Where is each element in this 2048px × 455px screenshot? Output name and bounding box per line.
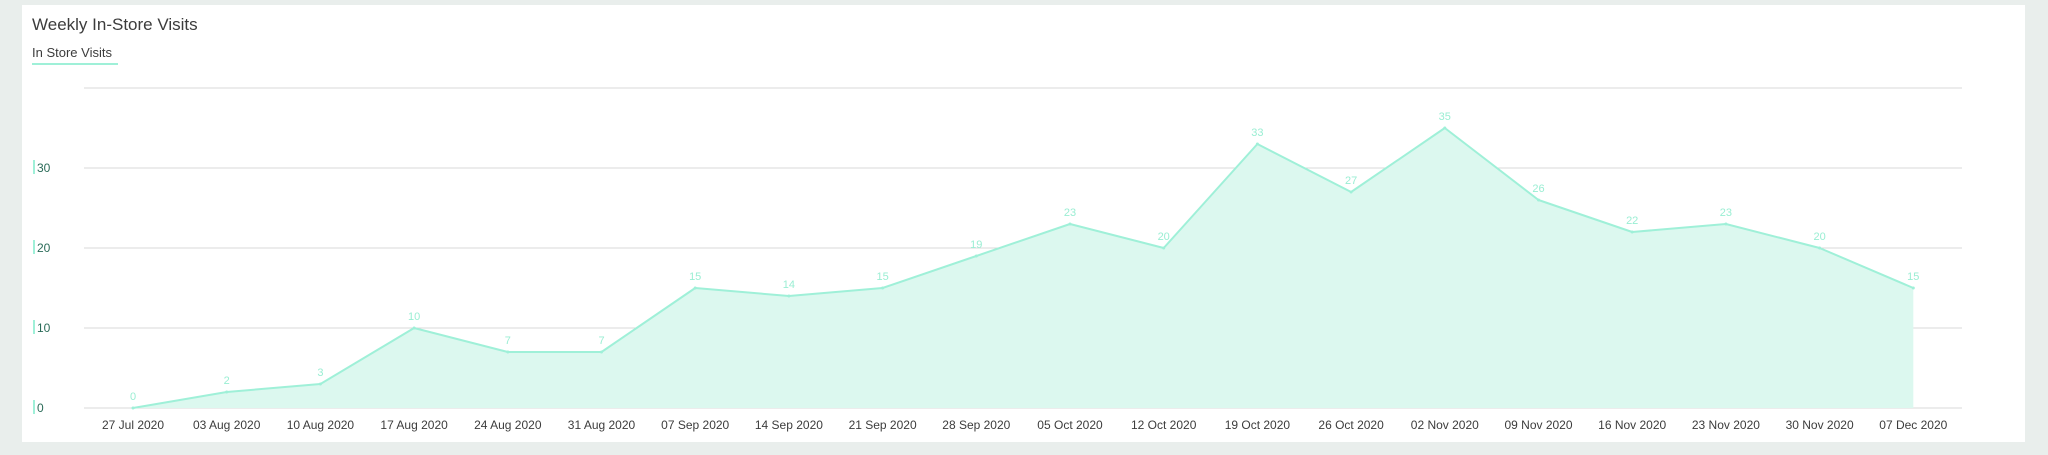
x-tick-label: 07 Dec 2020 bbox=[1879, 418, 1947, 432]
y-tick-marker bbox=[33, 240, 35, 254]
x-tick-label: 02 Nov 2020 bbox=[1411, 418, 1479, 432]
data-point bbox=[225, 390, 229, 394]
data-point bbox=[881, 286, 885, 290]
x-tick-label: 14 Sep 2020 bbox=[755, 418, 823, 432]
data-point bbox=[787, 294, 791, 298]
data-point bbox=[1162, 246, 1166, 250]
data-point bbox=[1724, 222, 1728, 226]
data-label: 27 bbox=[1345, 175, 1357, 187]
y-tick-marker bbox=[33, 400, 35, 414]
data-point bbox=[1255, 142, 1259, 146]
x-axis: 27 Jul 2020 03 Aug 2020 10 Aug 2020 17 Aug … bbox=[102, 418, 1948, 432]
data-label: 23 bbox=[1720, 207, 1732, 219]
data-label: 20 bbox=[1158, 231, 1170, 243]
area-fill bbox=[133, 128, 1914, 408]
data-point bbox=[1443, 126, 1447, 130]
data-label: 19 bbox=[970, 239, 982, 251]
data-point bbox=[412, 326, 416, 330]
chart-title: Weekly In-Store Visits bbox=[32, 15, 198, 34]
data-label: 23 bbox=[1064, 207, 1076, 219]
x-tick-label: 09 Nov 2020 bbox=[1504, 418, 1572, 432]
y-tick-30: 30 bbox=[33, 160, 51, 175]
data-point bbox=[1630, 230, 1634, 234]
y-tick-0: 0 bbox=[33, 400, 44, 415]
y-tick-label: 30 bbox=[37, 161, 51, 175]
data-label: 7 bbox=[505, 335, 511, 347]
data-point bbox=[974, 254, 978, 258]
data-point bbox=[693, 286, 697, 290]
x-tick-label: 21 Sep 2020 bbox=[849, 418, 917, 432]
x-tick-label: 12 Oct 2020 bbox=[1131, 418, 1197, 432]
data-point bbox=[131, 406, 135, 410]
data-label: 15 bbox=[1907, 271, 1919, 283]
x-tick-label: 23 Nov 2020 bbox=[1692, 418, 1760, 432]
x-tick-label: 24 Aug 2020 bbox=[474, 418, 542, 432]
x-tick-label: 07 Sep 2020 bbox=[661, 418, 729, 432]
data-label: 0 bbox=[130, 391, 136, 403]
data-point bbox=[1537, 198, 1540, 202]
legend-label-in-store-visits: In Store Visits bbox=[32, 45, 112, 60]
data-label: 2 bbox=[224, 375, 230, 387]
data-label: 10 bbox=[408, 311, 420, 323]
x-tick-label: 16 Nov 2020 bbox=[1598, 418, 1666, 432]
legend[interactable]: In Store Visits bbox=[32, 45, 118, 65]
data-label: 20 bbox=[1813, 231, 1825, 243]
y-tick-label: 0 bbox=[37, 401, 44, 415]
x-tick-label: 31 Aug 2020 bbox=[568, 418, 636, 432]
data-label: 7 bbox=[598, 335, 604, 347]
data-label: 14 bbox=[783, 279, 795, 291]
x-tick-label: 17 Aug 2020 bbox=[380, 418, 448, 432]
data-point bbox=[600, 350, 603, 354]
data-point bbox=[1349, 190, 1353, 194]
x-tick-label: 28 Sep 2020 bbox=[942, 418, 1010, 432]
chart-area-layer bbox=[131, 126, 1915, 410]
x-tick-label: 27 Jul 2020 bbox=[102, 418, 164, 432]
data-label: 15 bbox=[689, 271, 701, 283]
x-tick-label: 19 Oct 2020 bbox=[1225, 418, 1291, 432]
data-label: 22 bbox=[1626, 215, 1638, 227]
data-label: 35 bbox=[1439, 111, 1451, 123]
legend-swatch bbox=[32, 63, 118, 65]
x-tick-label: 30 Nov 2020 bbox=[1786, 418, 1854, 432]
x-tick-label: 10 Aug 2020 bbox=[287, 418, 355, 432]
y-tick-marker bbox=[33, 320, 35, 334]
data-label: 26 bbox=[1532, 183, 1544, 195]
data-point bbox=[1911, 286, 1915, 290]
data-label: 3 bbox=[317, 367, 323, 379]
y-tick-10: 10 bbox=[33, 320, 51, 335]
x-tick-label: 03 Aug 2020 bbox=[193, 418, 261, 432]
y-axis: 0 10 20 30 bbox=[33, 160, 51, 415]
series-line-in-store-visits bbox=[132, 127, 1914, 409]
data-point bbox=[1818, 246, 1822, 250]
data-label: 33 bbox=[1251, 127, 1263, 139]
data-label: 15 bbox=[876, 271, 888, 283]
x-tick-label: 05 Oct 2020 bbox=[1037, 418, 1103, 432]
data-point bbox=[506, 350, 510, 354]
y-tick-label: 20 bbox=[37, 241, 51, 255]
data-point bbox=[318, 382, 322, 386]
data-point bbox=[1068, 222, 1072, 226]
y-tick-label: 10 bbox=[37, 321, 51, 335]
y-tick-marker bbox=[33, 160, 35, 174]
x-tick-label: 26 Oct 2020 bbox=[1318, 418, 1384, 432]
y-tick-20: 20 bbox=[33, 240, 51, 255]
